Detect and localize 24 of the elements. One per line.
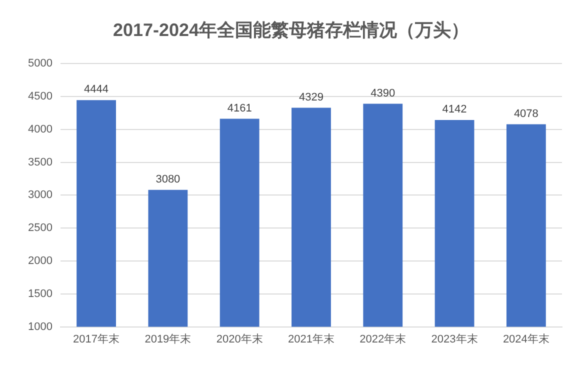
x-tick-label: 2023年末: [431, 332, 478, 346]
data-label: 3080: [156, 173, 180, 186]
y-tick-label: 5000: [28, 58, 52, 70]
y-tick-label: 4000: [28, 123, 52, 136]
y-tick-label: 1500: [28, 288, 52, 300]
x-tick-label: 2017年末: [73, 332, 120, 346]
y-tick-label: 1000: [28, 320, 52, 333]
data-label: 4078: [514, 108, 538, 120]
x-tick-label: 2022年末: [360, 332, 406, 346]
y-tick-label: 3000: [28, 189, 52, 202]
data-label: 4161: [227, 102, 252, 114]
y-tick-label: 4500: [28, 90, 52, 103]
x-tick-label: 2024年末: [502, 332, 550, 346]
data-label: 4444: [84, 84, 109, 96]
y-tick-label: 2000: [28, 255, 52, 268]
data-label: 4390: [370, 87, 396, 100]
y-tick-label: 3500: [28, 156, 52, 168]
x-tick-label: 2021年末: [288, 332, 334, 346]
data-label: 4142: [442, 104, 467, 116]
chart-title: 2017-2024年全国能繁母猪存栏情况（万头）: [112, 20, 470, 40]
data-label: 4329: [298, 91, 324, 104]
y-tick-label: 2500: [28, 222, 52, 234]
x-tick-label: 2019年末: [144, 332, 192, 346]
x-tick-label: 2020年末: [216, 332, 263, 346]
